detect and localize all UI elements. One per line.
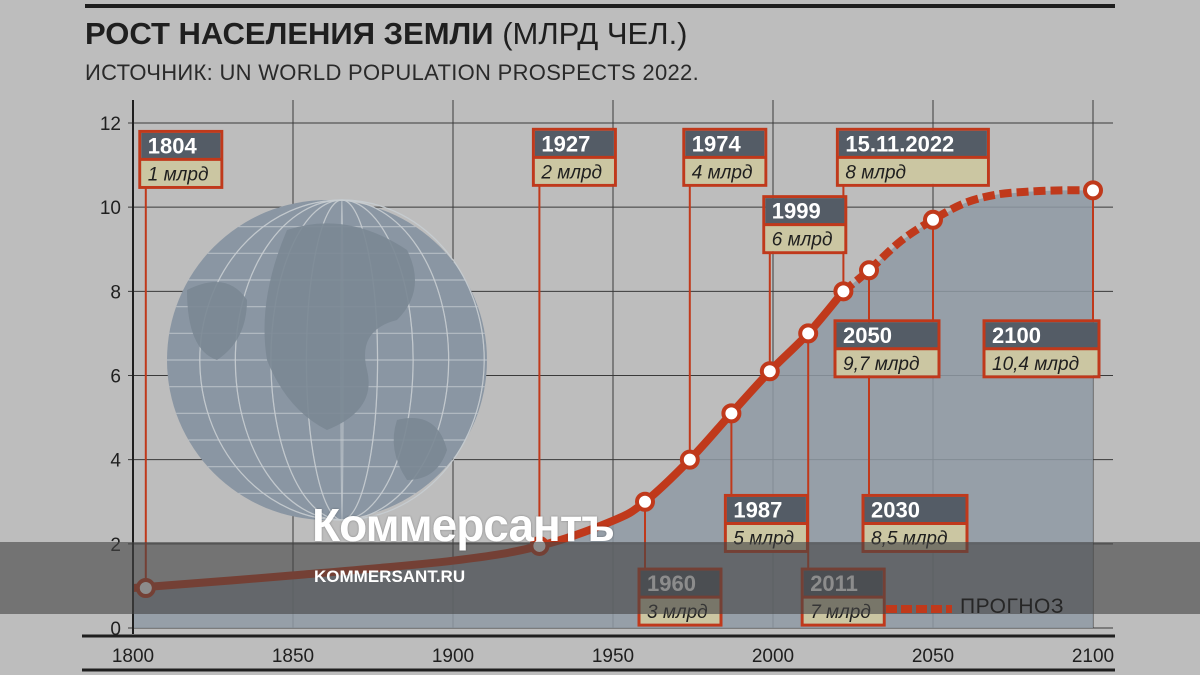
y-tick-label: 10 (100, 198, 121, 219)
label-body-bg (685, 157, 765, 184)
milestone-label-2022: 15.11.2022 8 млрд (835, 127, 990, 187)
label-body-bg (765, 224, 845, 252)
point-1999 (759, 361, 780, 382)
y-tick-label: 4 (110, 451, 121, 472)
x-tick-label: 1800 (112, 646, 154, 667)
legend-dash-swatch (886, 605, 952, 613)
point-2100 (1083, 180, 1103, 201)
label-head-bg (765, 198, 845, 225)
globe-land (393, 418, 447, 480)
label-head-bg (864, 496, 966, 524)
label-value: 8 млрд (845, 162, 906, 183)
label-year: 1927 (541, 131, 590, 156)
point-1987 (721, 403, 742, 424)
point-2022 (833, 281, 854, 302)
area-under-curve (133, 190, 1093, 629)
x-tick-label: 1850 (272, 646, 314, 667)
point-2050 (923, 209, 943, 230)
point-1960 (635, 491, 655, 512)
label-value: 6 млрд (772, 230, 833, 251)
label-year: 2030 (871, 497, 920, 522)
label-year: 1804 (148, 133, 198, 158)
top-rule (85, 4, 1115, 8)
label-year: 1974 (692, 131, 742, 156)
watermark-band (0, 542, 1200, 614)
globe-land (264, 223, 415, 430)
label-value: 9,7 млрд (843, 354, 920, 375)
globe-land (187, 282, 247, 360)
chart-title: РОСТ НАСЕЛЕНИЯ ЗЕМЛИ (МЛРД ЧЕЛ.) (85, 16, 688, 52)
milestone-label-2050: 2050 9,7 млрд (833, 319, 941, 379)
x-tick-label: 1950 (592, 646, 634, 667)
milestone-label-2100: 2100 10,4 млрд (982, 319, 1101, 379)
label-value: 4 млрд (692, 162, 753, 183)
label-head-bg (985, 322, 1098, 349)
forecast-line (840, 186, 1094, 295)
label-head-bg (838, 130, 987, 158)
milestone-label-1927: 1927 2 млрд (531, 127, 617, 187)
label-body-bg (838, 157, 987, 184)
x-tick-label: 2050 (912, 646, 954, 667)
label-body-bg (836, 348, 938, 376)
watermark-url: KOMMERSANT.RU (314, 567, 466, 586)
point-1974 (679, 449, 700, 470)
chart-subtitle: ИСТОЧНИК: UN WORLD POPULATION PROSPECTS … (85, 60, 699, 85)
y-tick-label: 6 (110, 367, 121, 388)
label-year: 2100 (992, 323, 1041, 348)
area-fill (133, 190, 1093, 629)
label-head-bg (726, 496, 806, 524)
label-body-bg (141, 159, 221, 186)
y-tick-label: 0 (110, 619, 121, 640)
label-year: 15.11.2022 (845, 131, 954, 156)
point-2011 (798, 323, 819, 344)
chart-title-unit: (МЛРД ЧЕЛ.) (502, 16, 688, 51)
label-head-bg (685, 130, 765, 158)
milestone-label-1974: 1974 4 млрд (682, 127, 768, 187)
label-value: 2 млрд (540, 162, 602, 183)
watermark-logo: Коммерсантъ (312, 499, 615, 551)
label-body-bg (534, 157, 614, 184)
globe-icon (167, 199, 487, 521)
label-head-bg (141, 132, 221, 160)
chart-title-main: РОСТ НАСЕЛЕНИЯ ЗЕМЛИ (85, 16, 494, 51)
x-tick-label: 2100 (1072, 646, 1114, 667)
label-value: 10,4 млрд (992, 354, 1079, 375)
milestone-label-1804: 1804 1 млрд (138, 129, 224, 189)
label-year: 2050 (843, 323, 892, 348)
y-tick-label: 8 (110, 282, 121, 303)
label-year: 1987 (733, 497, 782, 522)
label-head-bg (836, 322, 938, 349)
y-tick-label: 12 (100, 114, 121, 135)
axes: 1800185019001950200020502100024681012 (82, 100, 1115, 672)
legend-forecast-label: ПРОГНОЗ (960, 595, 1065, 618)
x-tick-label: 2000 (752, 646, 794, 667)
label-body-bg (985, 348, 1098, 376)
label-year: 1999 (772, 199, 821, 224)
x-tick-label: 1900 (432, 646, 474, 667)
milestone-label-1999: 1999 6 млрд (762, 195, 848, 255)
label-value: 1 млрд (148, 164, 209, 185)
point-2030 (859, 260, 879, 281)
label-head-bg (534, 130, 614, 158)
